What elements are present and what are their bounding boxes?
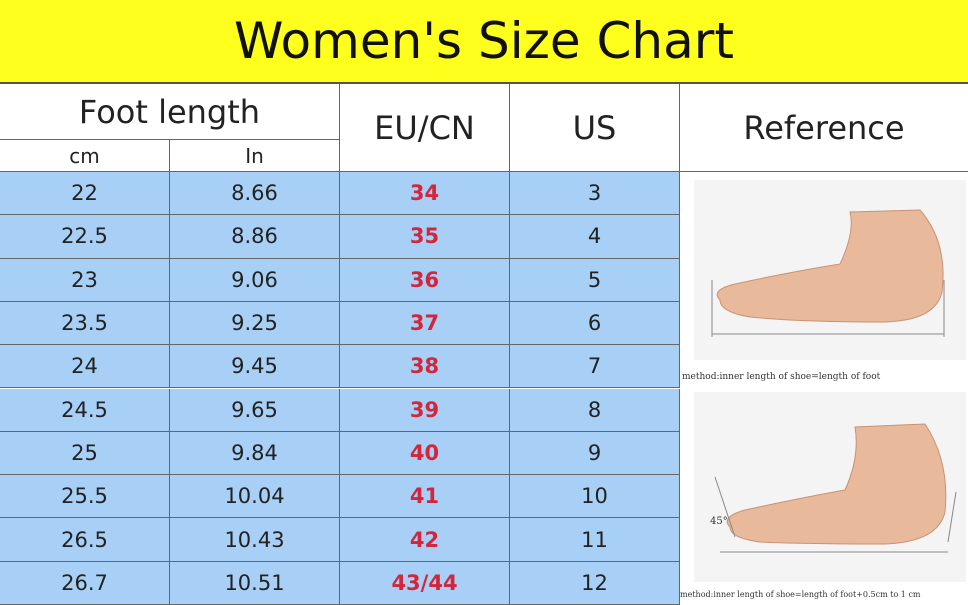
caption: method:inner length of shoe=length of fo… — [682, 372, 881, 382]
us-cell: 9 — [510, 431, 680, 476]
measure-line — [714, 476, 736, 538]
cm-cell: 24.5 — [0, 388, 170, 432]
in-cell: 8.66 — [170, 172, 340, 216]
us-cell: 6 — [510, 301, 680, 346]
cm-cell: 25.5 — [0, 475, 170, 519]
in-cell: 9.25 — [170, 301, 340, 346]
measure-line — [947, 491, 957, 543]
in-cell: 9.06 — [170, 258, 340, 302]
in-cell: 8.86 — [170, 215, 340, 259]
reference-header: Reference — [680, 84, 968, 172]
reference-panel: method:inner length of shoe=length of fo… — [680, 172, 968, 605]
cm-cell: 23 — [0, 258, 170, 302]
us-cell: 3 — [510, 172, 680, 216]
foot — [716, 209, 944, 323]
in-cell: 9.65 — [170, 388, 340, 432]
eu-cell: 40 — [340, 431, 510, 476]
in-cell: 10.04 — [170, 475, 340, 519]
in-cell: 10.43 — [170, 518, 340, 562]
eu-header: EU/CN — [340, 84, 510, 172]
us-cell: 5 — [510, 258, 680, 302]
eu-cell: 42 — [340, 518, 510, 562]
us-cell: 10 — [510, 475, 680, 519]
us-cell: 11 — [510, 518, 680, 562]
foot-length-header: Foot length — [0, 84, 340, 140]
in-cell: 9.45 — [170, 345, 340, 389]
foot-illustrations — [694, 180, 966, 582]
angle-label: 45° — [710, 516, 728, 527]
in-header: In — [170, 140, 340, 172]
eu-cell: 36 — [340, 258, 510, 302]
cm-cell: 22 — [0, 172, 170, 216]
eu-cell: 38 — [340, 345, 510, 389]
us-header: US — [510, 84, 680, 172]
in-cell: 10.51 — [170, 561, 340, 605]
eu-cell: 37 — [340, 301, 510, 346]
title: Women's Size Chart — [0, 0, 968, 84]
in-cell: 9.84 — [170, 431, 340, 476]
caption: method:inner length of shoe=length of fo… — [680, 590, 921, 599]
cm-header: cm — [0, 140, 170, 172]
eu-cell: 39 — [340, 388, 510, 432]
cm-cell: 25 — [0, 431, 170, 476]
foot — [726, 423, 947, 545]
eu-cell: 34 — [340, 172, 510, 216]
us-cell: 8 — [510, 388, 680, 432]
eu-cell: 41 — [340, 475, 510, 519]
cm-cell: 26.5 — [0, 518, 170, 562]
eu-cell: 43/44 — [340, 561, 510, 605]
cm-cell: 26.7 — [0, 561, 170, 605]
us-cell: 12 — [510, 561, 680, 605]
eu-cell: 35 — [340, 215, 510, 259]
us-cell: 4 — [510, 215, 680, 259]
cm-cell: 23.5 — [0, 301, 170, 346]
us-cell: 7 — [510, 345, 680, 389]
cm-cell: 24 — [0, 345, 170, 389]
cm-cell: 22.5 — [0, 215, 170, 259]
